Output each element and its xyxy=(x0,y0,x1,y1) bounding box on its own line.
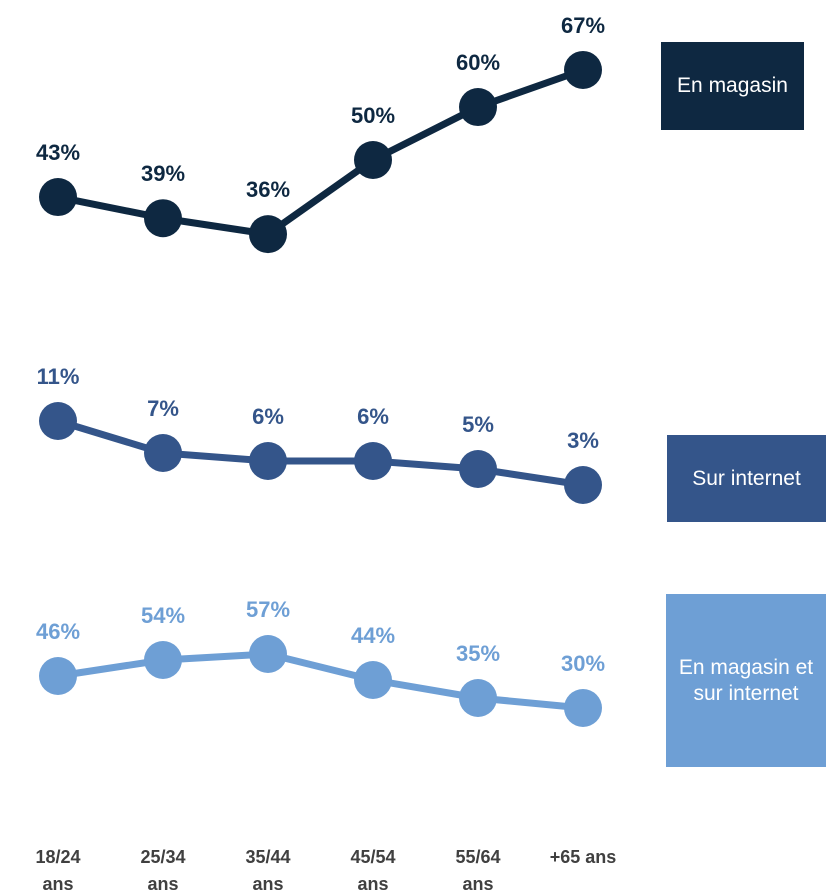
x-tick-label: 55/64 ans xyxy=(455,847,501,894)
point xyxy=(249,442,287,480)
data-label: 30% xyxy=(561,651,605,676)
point xyxy=(564,689,602,727)
point xyxy=(144,641,182,679)
data-label: 39% xyxy=(141,161,185,186)
point xyxy=(564,50,602,89)
point xyxy=(144,199,182,238)
data-label: 5% xyxy=(462,412,494,437)
x-tick-label: 35/44 ans xyxy=(245,847,291,894)
x-tick-label: 25/34 ans xyxy=(140,847,186,894)
point xyxy=(354,442,392,480)
legend-entry: Sur internet xyxy=(667,435,826,522)
point xyxy=(459,88,497,127)
data-label: 7% xyxy=(147,396,179,421)
x-tick-label: +65 ans xyxy=(549,847,617,867)
point xyxy=(459,450,497,488)
data-label: 35% xyxy=(456,641,500,666)
data-label: 57% xyxy=(246,597,290,622)
data-label: 60% xyxy=(456,50,500,75)
legend-entry: En magasin xyxy=(661,42,804,130)
data-label: 6% xyxy=(357,404,389,429)
point xyxy=(144,434,182,472)
point xyxy=(249,215,287,254)
point xyxy=(459,679,497,717)
data-label: 67% xyxy=(561,13,605,38)
data-label: 6% xyxy=(252,404,284,429)
point xyxy=(354,140,392,179)
point xyxy=(564,466,602,504)
x-tick-label: 18/24 ans xyxy=(35,847,81,894)
series-line xyxy=(57,650,584,712)
legend-entry: En magasin et sur internet xyxy=(666,594,826,767)
data-label: 43% xyxy=(36,140,80,165)
data-label: 46% xyxy=(36,619,80,644)
x-tick-label: 45/54 ans xyxy=(350,847,396,894)
data-label: 44% xyxy=(351,623,395,648)
point xyxy=(39,178,77,217)
data-label: 54% xyxy=(141,603,185,628)
data-label: 3% xyxy=(567,428,599,453)
point xyxy=(39,657,77,695)
point xyxy=(249,635,287,673)
data-label: 50% xyxy=(351,103,395,128)
series-line xyxy=(57,66,585,238)
data-label: 36% xyxy=(246,177,290,202)
point xyxy=(354,661,392,699)
series-line xyxy=(56,417,584,489)
point xyxy=(39,402,77,440)
data-label: 11% xyxy=(37,364,80,389)
